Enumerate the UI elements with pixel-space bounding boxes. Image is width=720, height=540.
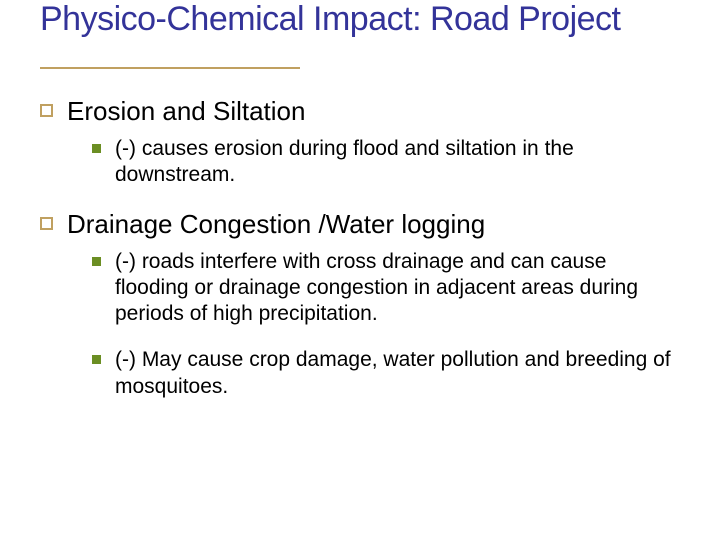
filled-square-bullet-icon	[92, 257, 101, 266]
section-heading-row: Drainage Congestion /Water logging	[40, 208, 680, 241]
section-heading: Drainage Congestion /Water logging	[67, 208, 485, 241]
section-drainage: Drainage Congestion /Water logging (-) r…	[40, 208, 680, 400]
bullet-item: (-) roads interfere with cross drainage …	[92, 249, 680, 328]
title-underline	[40, 67, 300, 69]
hollow-square-bullet-icon	[40, 104, 53, 117]
section-heading-row: Erosion and Siltation	[40, 95, 680, 128]
slide: Physico-Chemical Impact: Road Project Er…	[0, 0, 720, 540]
hollow-square-bullet-icon	[40, 217, 53, 230]
section-erosion: Erosion and Siltation (-) causes erosion…	[40, 95, 680, 188]
bullet-text: (-) roads interfere with cross drainage …	[115, 249, 675, 328]
filled-square-bullet-icon	[92, 144, 101, 153]
section-heading: Erosion and Siltation	[67, 95, 305, 128]
slide-title: Physico-Chemical Impact: Road Project	[40, 0, 680, 39]
filled-square-bullet-icon	[92, 355, 101, 364]
bullet-item: (-) causes erosion during flood and silt…	[92, 136, 680, 189]
bullet-text: (-) causes erosion during flood and silt…	[115, 136, 675, 189]
bullet-text: (-) May cause crop damage, water polluti…	[115, 347, 675, 400]
bullet-item: (-) May cause crop damage, water polluti…	[92, 347, 680, 400]
